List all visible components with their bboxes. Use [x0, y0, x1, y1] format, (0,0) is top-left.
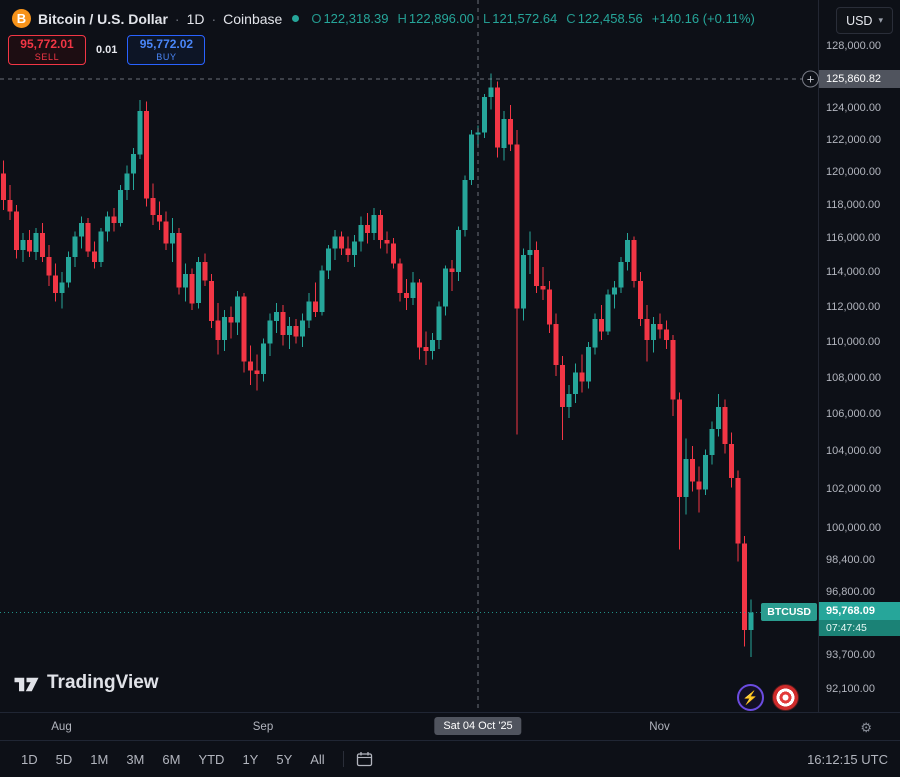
range-button-all[interactable]: All: [302, 748, 332, 771]
currency-dropdown[interactable]: USD ▾: [836, 7, 893, 34]
spread-value: 0.01: [96, 44, 118, 56]
sell-price: 95,772.01: [20, 37, 74, 51]
price-tick-label: 116,000.00: [826, 232, 881, 245]
tradingview-logo-text: TradingView: [47, 672, 159, 693]
price-tick-label: 108,000.00: [826, 371, 882, 384]
ohlc-readout: O 122,318.39 H 122,896.00 L 121,572.64 C 122…: [311, 11, 755, 26]
price-tick-label: 92,100.00: [826, 682, 875, 695]
exchange-label[interactable]: Coinbase: [223, 10, 283, 27]
bar-close-countdown: 07:47:45: [819, 620, 900, 637]
interval-button[interactable]: 1D: [186, 10, 205, 27]
price-tick-label: 96,800.00: [826, 585, 875, 598]
toolbar-divider: [342, 751, 344, 767]
crosshair-date-label: Sat 04 Oct '25: [434, 717, 522, 735]
price-tick-label: 118,000.00: [826, 198, 881, 211]
title-separator: ·: [174, 10, 180, 27]
time-tick-label: Aug: [51, 721, 72, 733]
target-badge-icon[interactable]: [772, 684, 799, 711]
buy-price: 95,772.02: [139, 37, 194, 51]
trade-panel: 95,772.01 SELL 0.01 95,772.02 BUY: [8, 35, 206, 65]
symbol-price-tag: BTCUSD: [761, 603, 817, 622]
time-tick-label: Nov: [649, 721, 670, 733]
buy-button[interactable]: 95,772.02 BUY: [127, 35, 206, 65]
price-tick-label: 102,000.00: [826, 483, 882, 496]
price-tick-label: 110,000.00: [826, 335, 881, 348]
last-price-value: 95,768.09: [819, 602, 900, 621]
range-button-1y[interactable]: 1Y: [234, 748, 266, 771]
range-button-3m[interactable]: 3M: [118, 748, 152, 771]
range-button-5d[interactable]: 5D: [48, 748, 81, 771]
price-tick-label: 114,000.00: [826, 266, 881, 279]
range-button-5y[interactable]: 5Y: [268, 748, 300, 771]
candlestick-chart[interactable]: [0, 0, 818, 712]
time-axis[interactable]: Aug Sep Nov Sat 04 Oct '25 ⚙: [0, 712, 900, 740]
chart-header: B Bitcoin / U.S. Dollar · 1D · Coinbase …: [12, 9, 755, 28]
price-tick-label: 122,000.00: [826, 133, 882, 146]
chevron-down-icon: ▾: [878, 15, 883, 25]
last-price-label: 95,768.09 07:47:45: [819, 602, 900, 637]
price-tick-label: 112,000.00: [826, 300, 881, 313]
lightning-glyph-icon: ⚡: [742, 689, 759, 705]
date-range-buttons: 1D 5D 1M 3M 6M YTD 1Y 5Y All: [12, 748, 334, 771]
price-tick-label: 104,000.00: [826, 445, 882, 458]
price-tick-label: 93,700.00: [826, 649, 875, 662]
price-axis[interactable]: 125,860.82 95,768.09 07:47:45 128,000.00…: [818, 0, 900, 712]
price-tick-label: 128,000.00: [826, 40, 882, 52]
change-value: +140.16 (+0.11%): [651, 11, 755, 26]
crosshair-price-label: 125,860.82: [819, 69, 900, 88]
range-button-1d[interactable]: 1D: [13, 748, 46, 771]
sell-label: SELL: [34, 52, 60, 62]
price-tick-label: 120,000.00: [826, 166, 882, 178]
lightning-badge-icon[interactable]: ⚡: [737, 684, 764, 711]
gear-icon[interactable]: ⚙: [860, 720, 872, 735]
ohlc-close: C 122,458.56: [566, 11, 643, 26]
ohlc-open: O 122,318.39: [311, 11, 389, 26]
title-separator: ·: [211, 10, 217, 27]
buy-label: BUY: [156, 52, 177, 62]
price-tick-label: 98,400.00: [826, 553, 875, 566]
tradingview-logomark-icon: [14, 677, 39, 692]
ohlc-low: L 121,572.64: [482, 11, 558, 26]
price-tick-label: 124,000.00: [826, 102, 882, 114]
symbol-title[interactable]: Bitcoin / U.S. Dollar: [38, 10, 168, 27]
time-tick-label: Sep: [252, 721, 274, 733]
calendar-icon: [356, 752, 372, 767]
range-button-ytd[interactable]: YTD: [190, 748, 232, 771]
market-open-dot-icon: [292, 15, 300, 22]
price-tick-label: 100,000.00: [826, 522, 882, 534]
tradingview-logo[interactable]: TradingView: [13, 672, 159, 694]
add-alert-plus-icon[interactable]: +: [802, 70, 819, 88]
bottom-toolbar: 1D 5D 1M 3M 6M YTD 1Y 5Y All 16:12:15 UTC: [0, 740, 900, 777]
clock-utc[interactable]: 16:12:15 UTC: [807, 751, 888, 767]
price-tick-label: 106,000.00: [826, 408, 882, 421]
sell-button[interactable]: 95,772.01 SELL: [8, 35, 86, 65]
currency-label: USD: [846, 13, 873, 28]
go-to-date-button[interactable]: [353, 748, 376, 770]
range-button-1m[interactable]: 1M: [82, 748, 116, 771]
range-button-6m[interactable]: 6M: [154, 748, 188, 771]
bitcoin-icon: B: [12, 9, 31, 28]
ohlc-high: H 122,896.00: [397, 11, 474, 26]
